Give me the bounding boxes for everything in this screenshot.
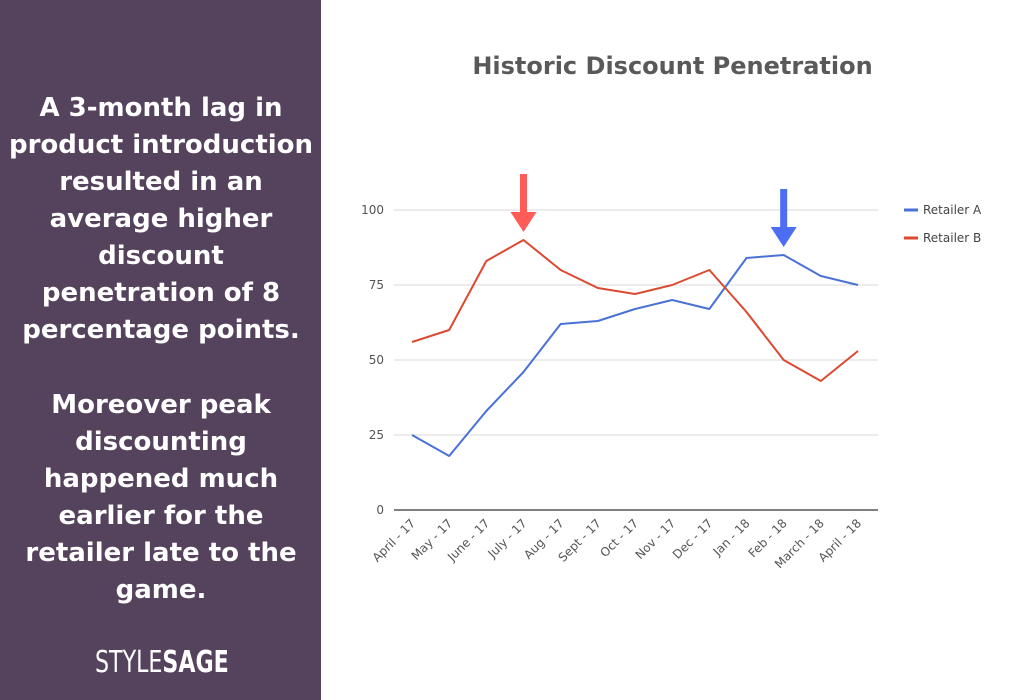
legend-label: Retailer B: [923, 231, 981, 245]
series-line-retailer-a: [411, 254, 859, 457]
y-tick-label-50: 50: [369, 353, 384, 367]
x-tick-label: Nov - 17: [633, 516, 679, 562]
callout-lag-text: A 3-month lag in product introduction re…: [8, 93, 314, 345]
legend-label: Retailer A: [923, 203, 982, 217]
chart-title: Historic Discount Penetration: [472, 52, 873, 80]
logo-text-sage: SAGE: [162, 645, 229, 680]
series-line-retailer-b: [411, 239, 859, 382]
x-tick-label: Jan - 18: [710, 516, 753, 559]
annotation-arrow-head-icon: [510, 212, 537, 232]
annotation-arrow-head-icon: [770, 227, 797, 247]
logo-text-style: STYLE: [95, 645, 163, 680]
y-tick-label-0: 0: [376, 503, 384, 517]
sidebar-panel: A 3-month lag in product introduction re…: [0, 0, 321, 700]
annotation-arrow-shaft: [520, 174, 527, 214]
y-tick-label-75: 75: [369, 278, 384, 292]
x-tick-label: April - 17: [370, 516, 419, 565]
y-tick-label-25: 25: [369, 428, 384, 442]
annotation-arrow-shaft: [780, 189, 788, 229]
callout-peak-text: Moreover peak discounting happened much …: [25, 390, 297, 605]
x-tick-label: Dec - 17: [670, 516, 716, 562]
y-tick-label-100: 100: [361, 203, 384, 217]
stylesage-logo: STYLESAGE: [95, 645, 229, 681]
